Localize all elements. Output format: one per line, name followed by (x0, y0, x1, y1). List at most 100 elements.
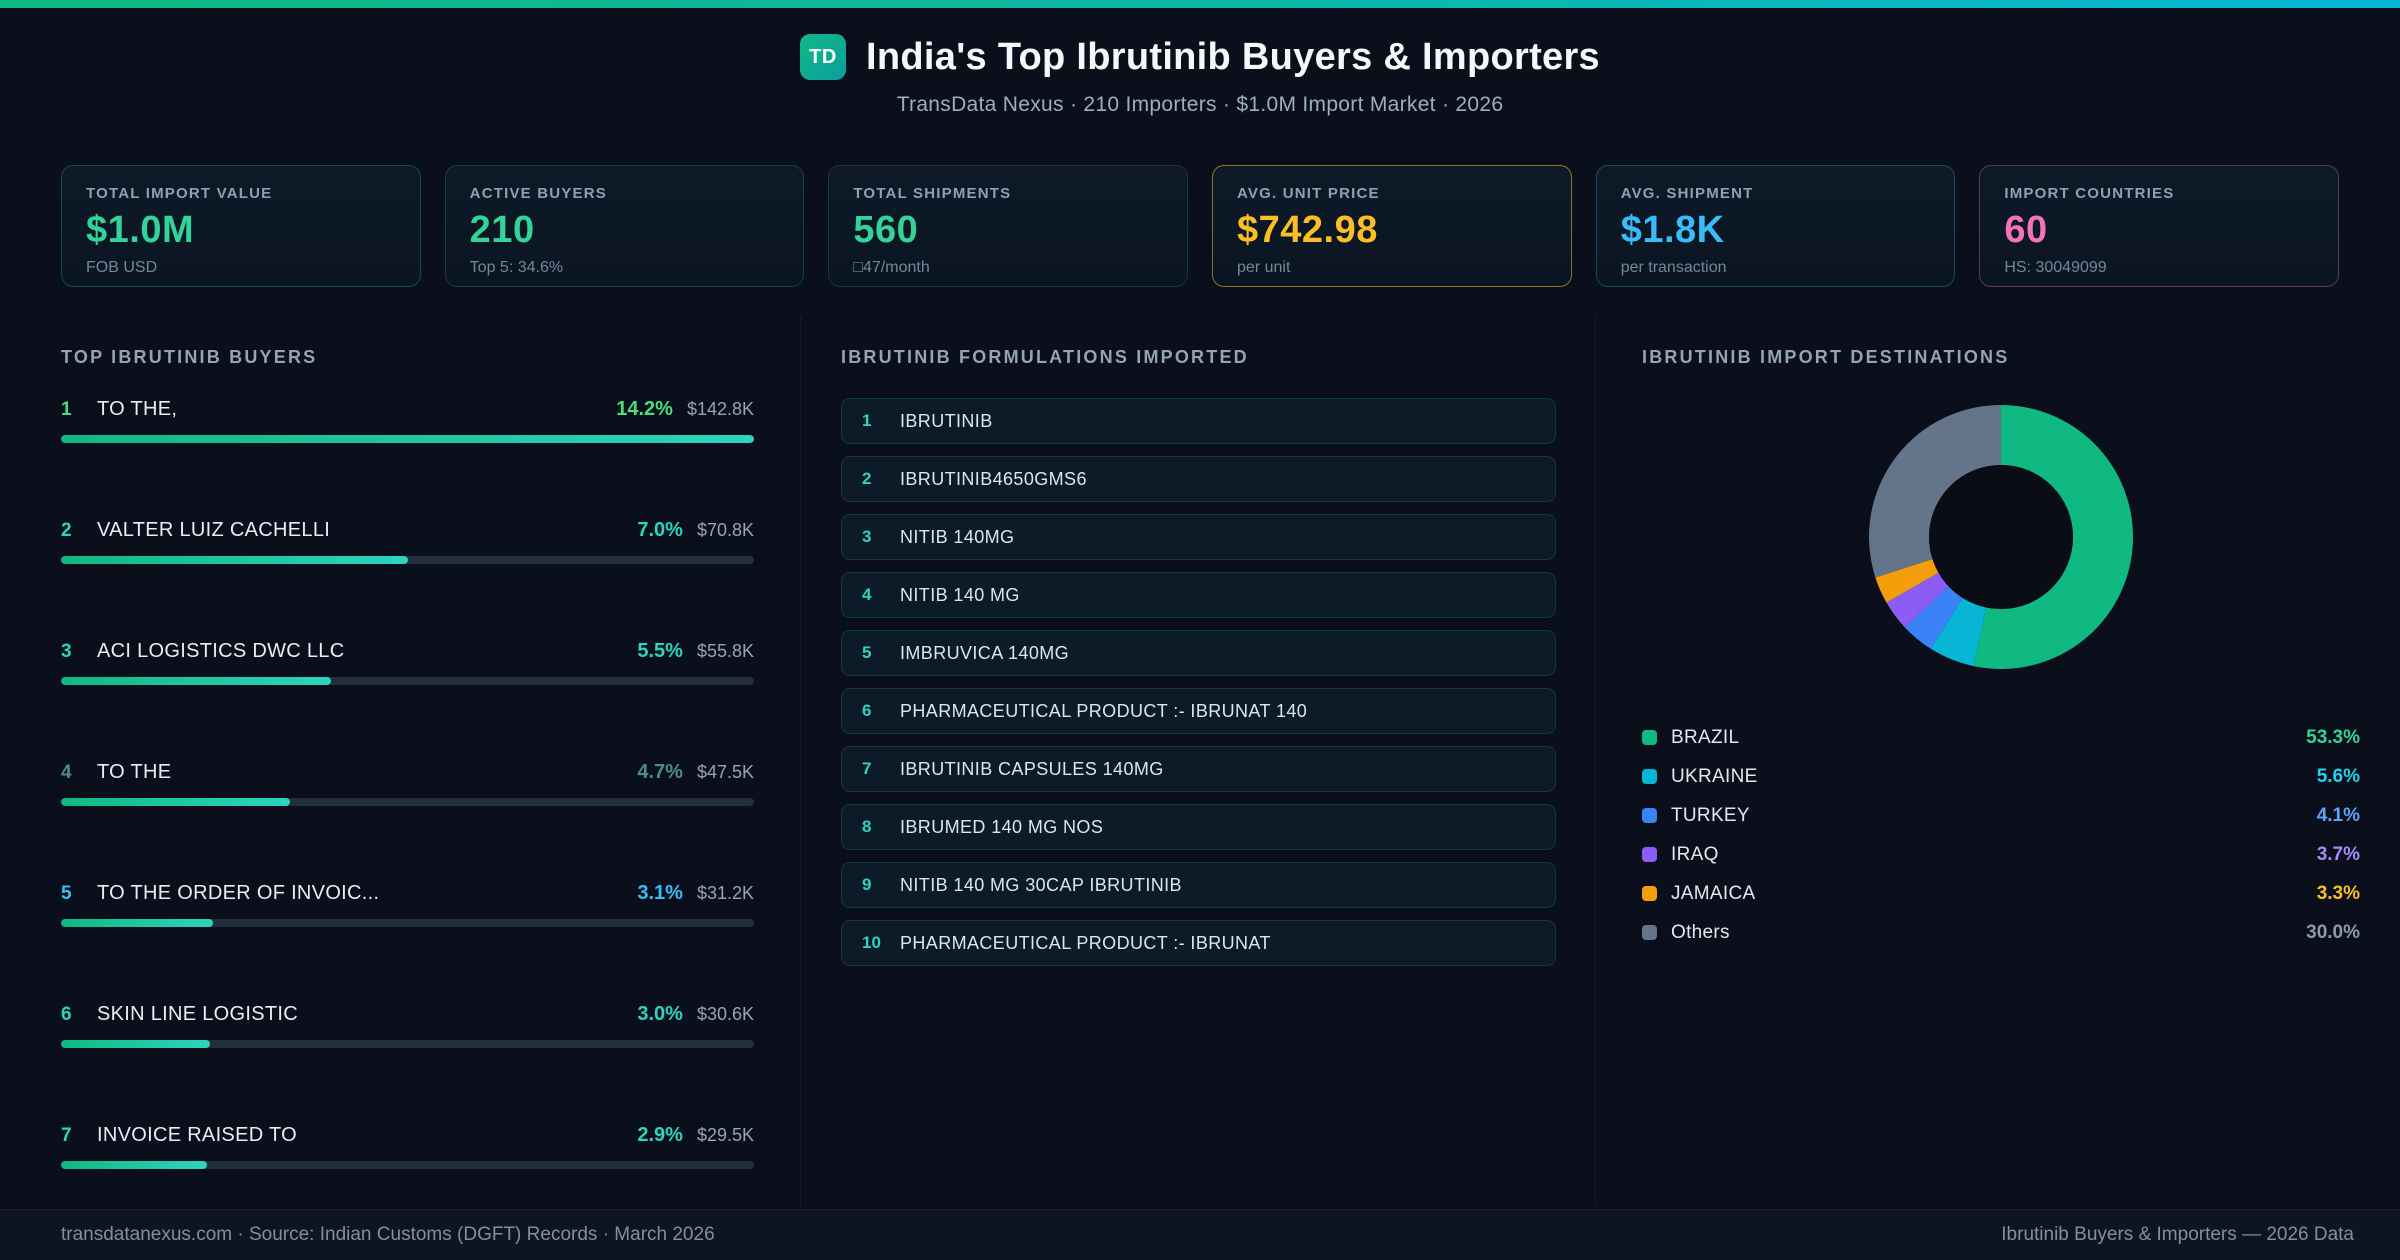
legend-swatch (1642, 886, 1657, 901)
buyer-share-pct: 2.9% (637, 1124, 683, 1146)
stat-value: 560 (853, 209, 919, 251)
formulation-item: 1 IBRUTINIB (841, 398, 1556, 444)
buyer-bar-fill (61, 1040, 210, 1048)
buyer-bar-track (61, 435, 754, 443)
buyer-share-pct: 4.7% (637, 761, 683, 783)
formulation-name: NITIB 140 MG (900, 584, 1020, 605)
buyer-value: $55.8K (696, 641, 754, 661)
formulation-rank: 7 (862, 759, 872, 778)
buyer-row-head: 4 TO THE 4.7% $47.5K (61, 761, 754, 784)
buyer-value: $47.5K (696, 762, 754, 782)
formulation-rank: 10 (862, 933, 881, 952)
buyer-value: $30.6K (696, 1004, 754, 1024)
buyer-bar-fill (61, 1161, 207, 1169)
footer: transdatanexus.com · Source: Indian Cust… (0, 1209, 2400, 1260)
formulation-rank: 2 (862, 469, 872, 488)
formulation-rank: 9 (862, 875, 872, 894)
legend-row: UKRAINE 5.6% (1642, 757, 2360, 796)
legend-row: JAMAICA 3.3% (1642, 874, 2360, 913)
formulation-item: 10 PHARMACEUTICAL PRODUCT :- IBRUNAT (841, 920, 1556, 966)
legend-swatch (1642, 769, 1657, 784)
stat-value: $1.8K (1620, 209, 1725, 251)
page-title: India's Top Ibrutinib Buyers & Importers (866, 35, 1600, 78)
legend-swatch (1642, 808, 1657, 823)
buyer-rank: 7 (61, 1125, 72, 1146)
buyer-value: $31.2K (696, 883, 754, 903)
stat-card: ACTIVE BUYERS 210 Top 5: 34.6% (444, 165, 805, 287)
buyer-rank: 1 (61, 399, 72, 420)
buyer-rank: 3 (61, 641, 72, 662)
formulation-rank: 6 (862, 701, 872, 720)
buyer-name: INVOICE RAISED TO (97, 1124, 297, 1146)
buyer-rank: 5 (61, 883, 72, 904)
legend-row: TURKEY 4.1% (1642, 796, 2360, 835)
buyer-rank: 4 (61, 762, 72, 783)
formulations-list: 1 IBRUTINIB 2 IBRUTINIB4650GMS6 3 NITIB 140MG… (841, 398, 1556, 966)
legend-row: Others 30.0% (1642, 913, 2360, 952)
stat-card: IMPORT COUNTRIES 60 HS: 30049099 (1979, 165, 2340, 287)
formulation-name: PHARMACEUTICAL PRODUCT :- IBRUNAT (900, 932, 1271, 953)
buyer-name: VALTER LUIZ CACHELLI (97, 519, 331, 541)
formulation-name: PHARMACEUTICAL PRODUCT :- IBRUNAT 140 (900, 700, 1308, 721)
buyer-row: 7 INVOICE RAISED TO 2.9% $29.5K (61, 1124, 754, 1169)
stat-value: $1.0M (86, 209, 195, 251)
buyer-share-pct: 14.2% (616, 398, 673, 420)
buyer-row: 3 ACI LOGISTICS DWC LLC 5.5% $55.8K (61, 640, 754, 685)
buyer-share-pct: 3.1% (637, 882, 683, 904)
stat-label: AVG. SHIPMENT (1620, 185, 1754, 202)
footer-source-text: transdatanexus.com · Source: Indian Cust… (61, 1224, 715, 1245)
formulation-name: IBRUMED 140 MG NOS (900, 816, 1104, 837)
legend-pct: 53.3% (2306, 726, 2360, 748)
formulation-name: IMBRUVICA 140MG (900, 642, 1070, 663)
buyer-row-head: 3 ACI LOGISTICS DWC LLC 5.5% $55.8K (61, 640, 754, 663)
top-gradient-bar (0, 0, 2400, 8)
stat-value: 60 (2004, 209, 2048, 251)
stat-card: AVG. UNIT PRICE $742.98 per unit (1212, 165, 1572, 287)
buyer-bar-track (61, 1161, 754, 1169)
stats-row: TOTAL IMPORT VALUE $1.0M FOB USD ACTIVE BUY… (61, 165, 2340, 287)
footer-report-text: Ibrutinib Buyers & Importers — 2026 Data (2001, 1224, 2354, 1245)
buyer-bar-track (61, 1040, 754, 1048)
destinations-section-title: IBRUTINIB IMPORT DESTINATIONS (1642, 347, 2010, 367)
buyer-row: 5 TO THE ORDER OF INVOIC... 3.1% $31.2K (61, 882, 754, 927)
legend-swatch (1642, 847, 1657, 862)
stat-label: TOTAL IMPORT VALUE (86, 185, 273, 202)
buyer-bar-track (61, 798, 754, 806)
formulation-item: 9 NITIB 140 MG 30CAP IBRUTINIB (841, 862, 1556, 908)
stat-label: TOTAL SHIPMENTS (853, 185, 1012, 202)
title-row: TD India's Top Ibrutinib Buyers & Import… (0, 34, 2400, 80)
legend-pct: 4.1% (2316, 804, 2360, 826)
buyer-row-head: 1 TO THE, 14.2% $142.8K (61, 398, 754, 421)
formulation-item: 8 IBRUMED 140 MG NOS (841, 804, 1556, 850)
formulations-panel: IBRUTINIB FORMULATIONS IMPORTED 1 IBRUTIN… (800, 317, 1596, 1206)
legend-label: UKRAINE (1671, 765, 1758, 787)
legend-label: TURKEY (1671, 804, 1750, 826)
buyer-row: 4 TO THE 4.7% $47.5K (61, 761, 754, 806)
buyer-rank: 2 (61, 520, 72, 541)
buyer-name: ACI LOGISTICS DWC LLC (97, 640, 345, 662)
stat-sub: HS: 30049099 (2004, 258, 2107, 276)
buyer-name: SKIN LINE LOGISTIC (97, 1003, 299, 1025)
legend-label: BRAZIL (1671, 726, 1740, 748)
buyers-list: 1 TO THE, 14.2% $142.8K 2 VALTER LUIZ CACHELL… (61, 398, 754, 1169)
buyer-bar-track (61, 677, 754, 685)
formulation-item: 3 NITIB 140MG (841, 514, 1556, 560)
formulation-name: IBRUTINIB (900, 410, 993, 431)
formulation-rank: 5 (862, 643, 872, 662)
buyer-row-head: 5 TO THE ORDER OF INVOIC... 3.1% $31.2K (61, 882, 754, 905)
legend-label: JAMAICA (1671, 882, 1756, 904)
buyer-value: $70.8K (696, 520, 754, 540)
legend-pct: 5.6% (2316, 765, 2360, 787)
buyer-row-head: 7 INVOICE RAISED TO 2.9% $29.5K (61, 1124, 754, 1147)
buyer-value: $29.5K (696, 1125, 754, 1145)
legend-label: IRAQ (1671, 843, 1719, 865)
formulation-item: 7 IBRUTINIB CAPSULES 140MG (841, 746, 1556, 792)
header: TD India's Top Ibrutinib Buyers & Import… (0, 8, 2400, 117)
stat-sub: per unit (1237, 258, 1291, 276)
buyer-bar-fill (61, 556, 408, 564)
main-content: TOP IBRUTINIB BUYERS 1 TO THE, 14.2% $142.8… (0, 317, 2400, 1206)
donut-chart-wrap (1642, 404, 2360, 670)
buyer-share-pct: 5.5% (637, 640, 683, 662)
buyer-name: TO THE ORDER OF INVOIC... (97, 882, 380, 904)
logo-badge: TD (800, 34, 847, 80)
